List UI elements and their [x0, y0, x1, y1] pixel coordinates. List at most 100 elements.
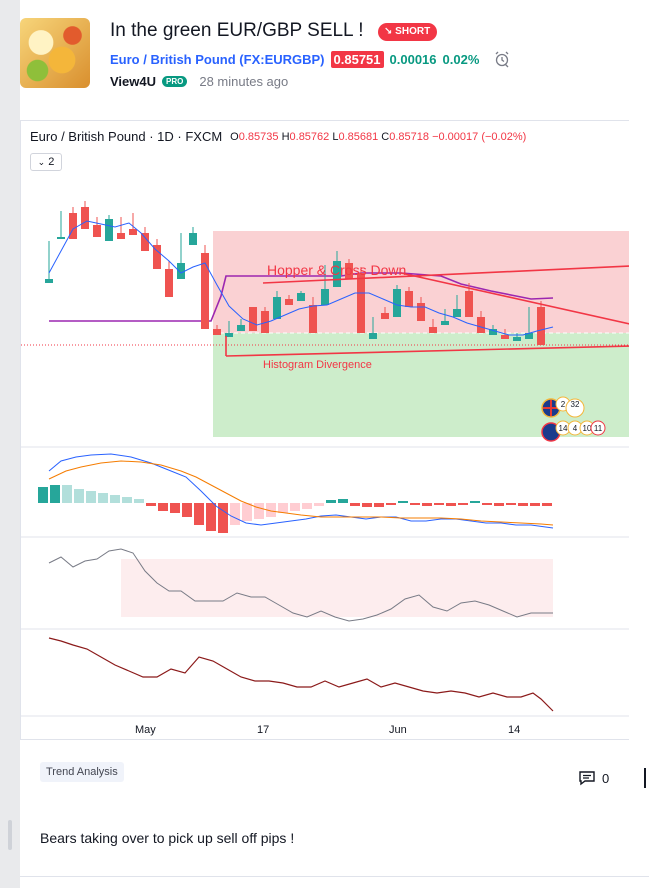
chart-area[interactable]: Hopper & Cross Down Histogram Divergence…	[20, 120, 629, 740]
candle-body	[225, 333, 233, 337]
symbol-link[interactable]: Euro / British Pound (FX:EURGBP)	[110, 51, 325, 67]
purple-level-line	[49, 272, 554, 322]
histogram-bar	[410, 503, 420, 505]
candle-body	[357, 273, 365, 333]
trend-line-lower	[225, 345, 629, 357]
candle-body	[285, 299, 293, 305]
indicators-toggle-button[interactable]: ⌄ 2	[30, 153, 62, 171]
candle-body	[513, 337, 521, 341]
candle-body	[489, 329, 497, 335]
histogram-bar	[338, 499, 348, 503]
histogram-bar	[434, 503, 444, 505]
author-line: View4U PRO 28 minutes ago	[110, 74, 288, 89]
candle-body	[69, 213, 77, 239]
histogram-bar	[314, 503, 324, 506]
candle-body	[117, 233, 125, 239]
short-label: SHORT	[395, 26, 431, 37]
legend-ohlc: O0.85735 H0.85762 L0.85681 C0.85718 −0.0…	[230, 130, 527, 143]
idea-description: Bears taking over to pick up sell off pi…	[40, 830, 295, 846]
event-badge[interactable]: 10	[579, 420, 595, 436]
alarm-clock-icon[interactable]	[493, 50, 511, 68]
candle-body	[189, 233, 197, 245]
histogram-bar	[158, 503, 168, 511]
candle-body	[165, 269, 173, 297]
histogram-bar	[494, 503, 504, 506]
histogram-bar	[230, 503, 240, 525]
svg-text:14: 14	[559, 424, 568, 433]
comments-button[interactable]: 0	[578, 770, 609, 786]
author-name[interactable]: View4U	[110, 74, 157, 89]
histogram-bar	[122, 497, 132, 503]
histogram-bar	[458, 503, 468, 505]
comment-count: 0	[602, 770, 610, 786]
comment-icon	[579, 771, 595, 786]
histogram-bar	[218, 503, 228, 533]
histogram-bar	[50, 485, 60, 503]
arrow-down-right-icon: ↘	[384, 26, 393, 37]
signal-line	[48, 460, 554, 526]
legend-symbol[interactable]: Euro / British Pound · 1D · FXCM	[30, 129, 223, 144]
candle-body	[525, 333, 533, 339]
candle-body	[405, 291, 413, 307]
histogram-bar	[194, 503, 204, 525]
x-tick-may: May	[135, 724, 156, 736]
x-tick-17: 17	[257, 724, 269, 736]
histogram-bar	[266, 503, 276, 517]
histogram-bar	[386, 503, 396, 505]
price-change: 0.00016	[389, 51, 437, 67]
annotation-histogram: Histogram Divergence	[263, 359, 372, 371]
chevron-down-icon: ⌄	[37, 156, 46, 167]
histogram-bar	[398, 501, 408, 503]
histogram-bar	[362, 503, 372, 507]
histogram-bar	[98, 493, 108, 503]
chart-legend: Euro / British Pound · 1D · FXCM O0.8573…	[30, 129, 526, 144]
histogram-bar	[530, 503, 540, 506]
candle-body	[321, 289, 329, 305]
share-icon[interactable]	[644, 768, 646, 788]
histogram-bar	[110, 495, 120, 503]
event-badges[interactable]: 2 32 14 4 10 11	[541, 396, 606, 442]
candle-body	[57, 237, 65, 239]
idea-thumbnail[interactable]	[20, 18, 90, 88]
histogram-bar	[506, 503, 516, 505]
candle-body	[237, 325, 245, 331]
moving-average-line	[48, 220, 554, 336]
histogram-bar	[74, 489, 84, 503]
histogram-bar	[38, 487, 48, 503]
histogram-bar	[146, 503, 156, 506]
histogram-bar	[182, 503, 192, 517]
svg-text:10: 10	[583, 424, 592, 433]
candle-body	[501, 335, 509, 339]
candle-body	[93, 225, 101, 237]
uk-flag-icon[interactable]	[541, 398, 561, 418]
svg-text:2: 2	[561, 400, 566, 409]
candle-body	[129, 229, 137, 235]
candle-body	[153, 245, 161, 269]
oscillator-line	[48, 548, 553, 622]
candle-body	[261, 311, 269, 333]
candle-body	[429, 327, 437, 333]
symbol-line: Euro / British Pound (FX:EURGBP) 0.85751…	[110, 50, 511, 68]
candle-body	[393, 289, 401, 317]
pro-badge: PRO	[162, 76, 188, 87]
candle-body	[201, 253, 209, 329]
histogram-bar	[422, 503, 432, 506]
event-badge[interactable]: 11	[590, 420, 606, 436]
event-badge[interactable]: 32	[565, 398, 585, 418]
svg-text:32: 32	[571, 400, 580, 409]
macd-line	[48, 453, 554, 529]
chart-canvas[interactable]: Hopper & Cross Down Histogram Divergence…	[21, 121, 629, 740]
idea-title[interactable]: In the green EUR/GBP SELL !	[110, 20, 364, 41]
candle-body	[81, 207, 89, 229]
tag-trend-analysis[interactable]: Trend Analysis	[40, 762, 124, 782]
candle-body	[333, 261, 341, 287]
histogram-bar	[446, 503, 456, 506]
svg-text:11: 11	[594, 424, 603, 433]
short-badge: ↘ SHORT	[378, 23, 438, 41]
oscillator-band	[121, 559, 553, 617]
histogram-bar	[350, 503, 360, 506]
x-tick-14: 14	[508, 724, 520, 736]
event-badge[interactable]: 4	[567, 420, 583, 436]
histogram-bar	[254, 503, 264, 519]
candle-body	[249, 307, 257, 331]
